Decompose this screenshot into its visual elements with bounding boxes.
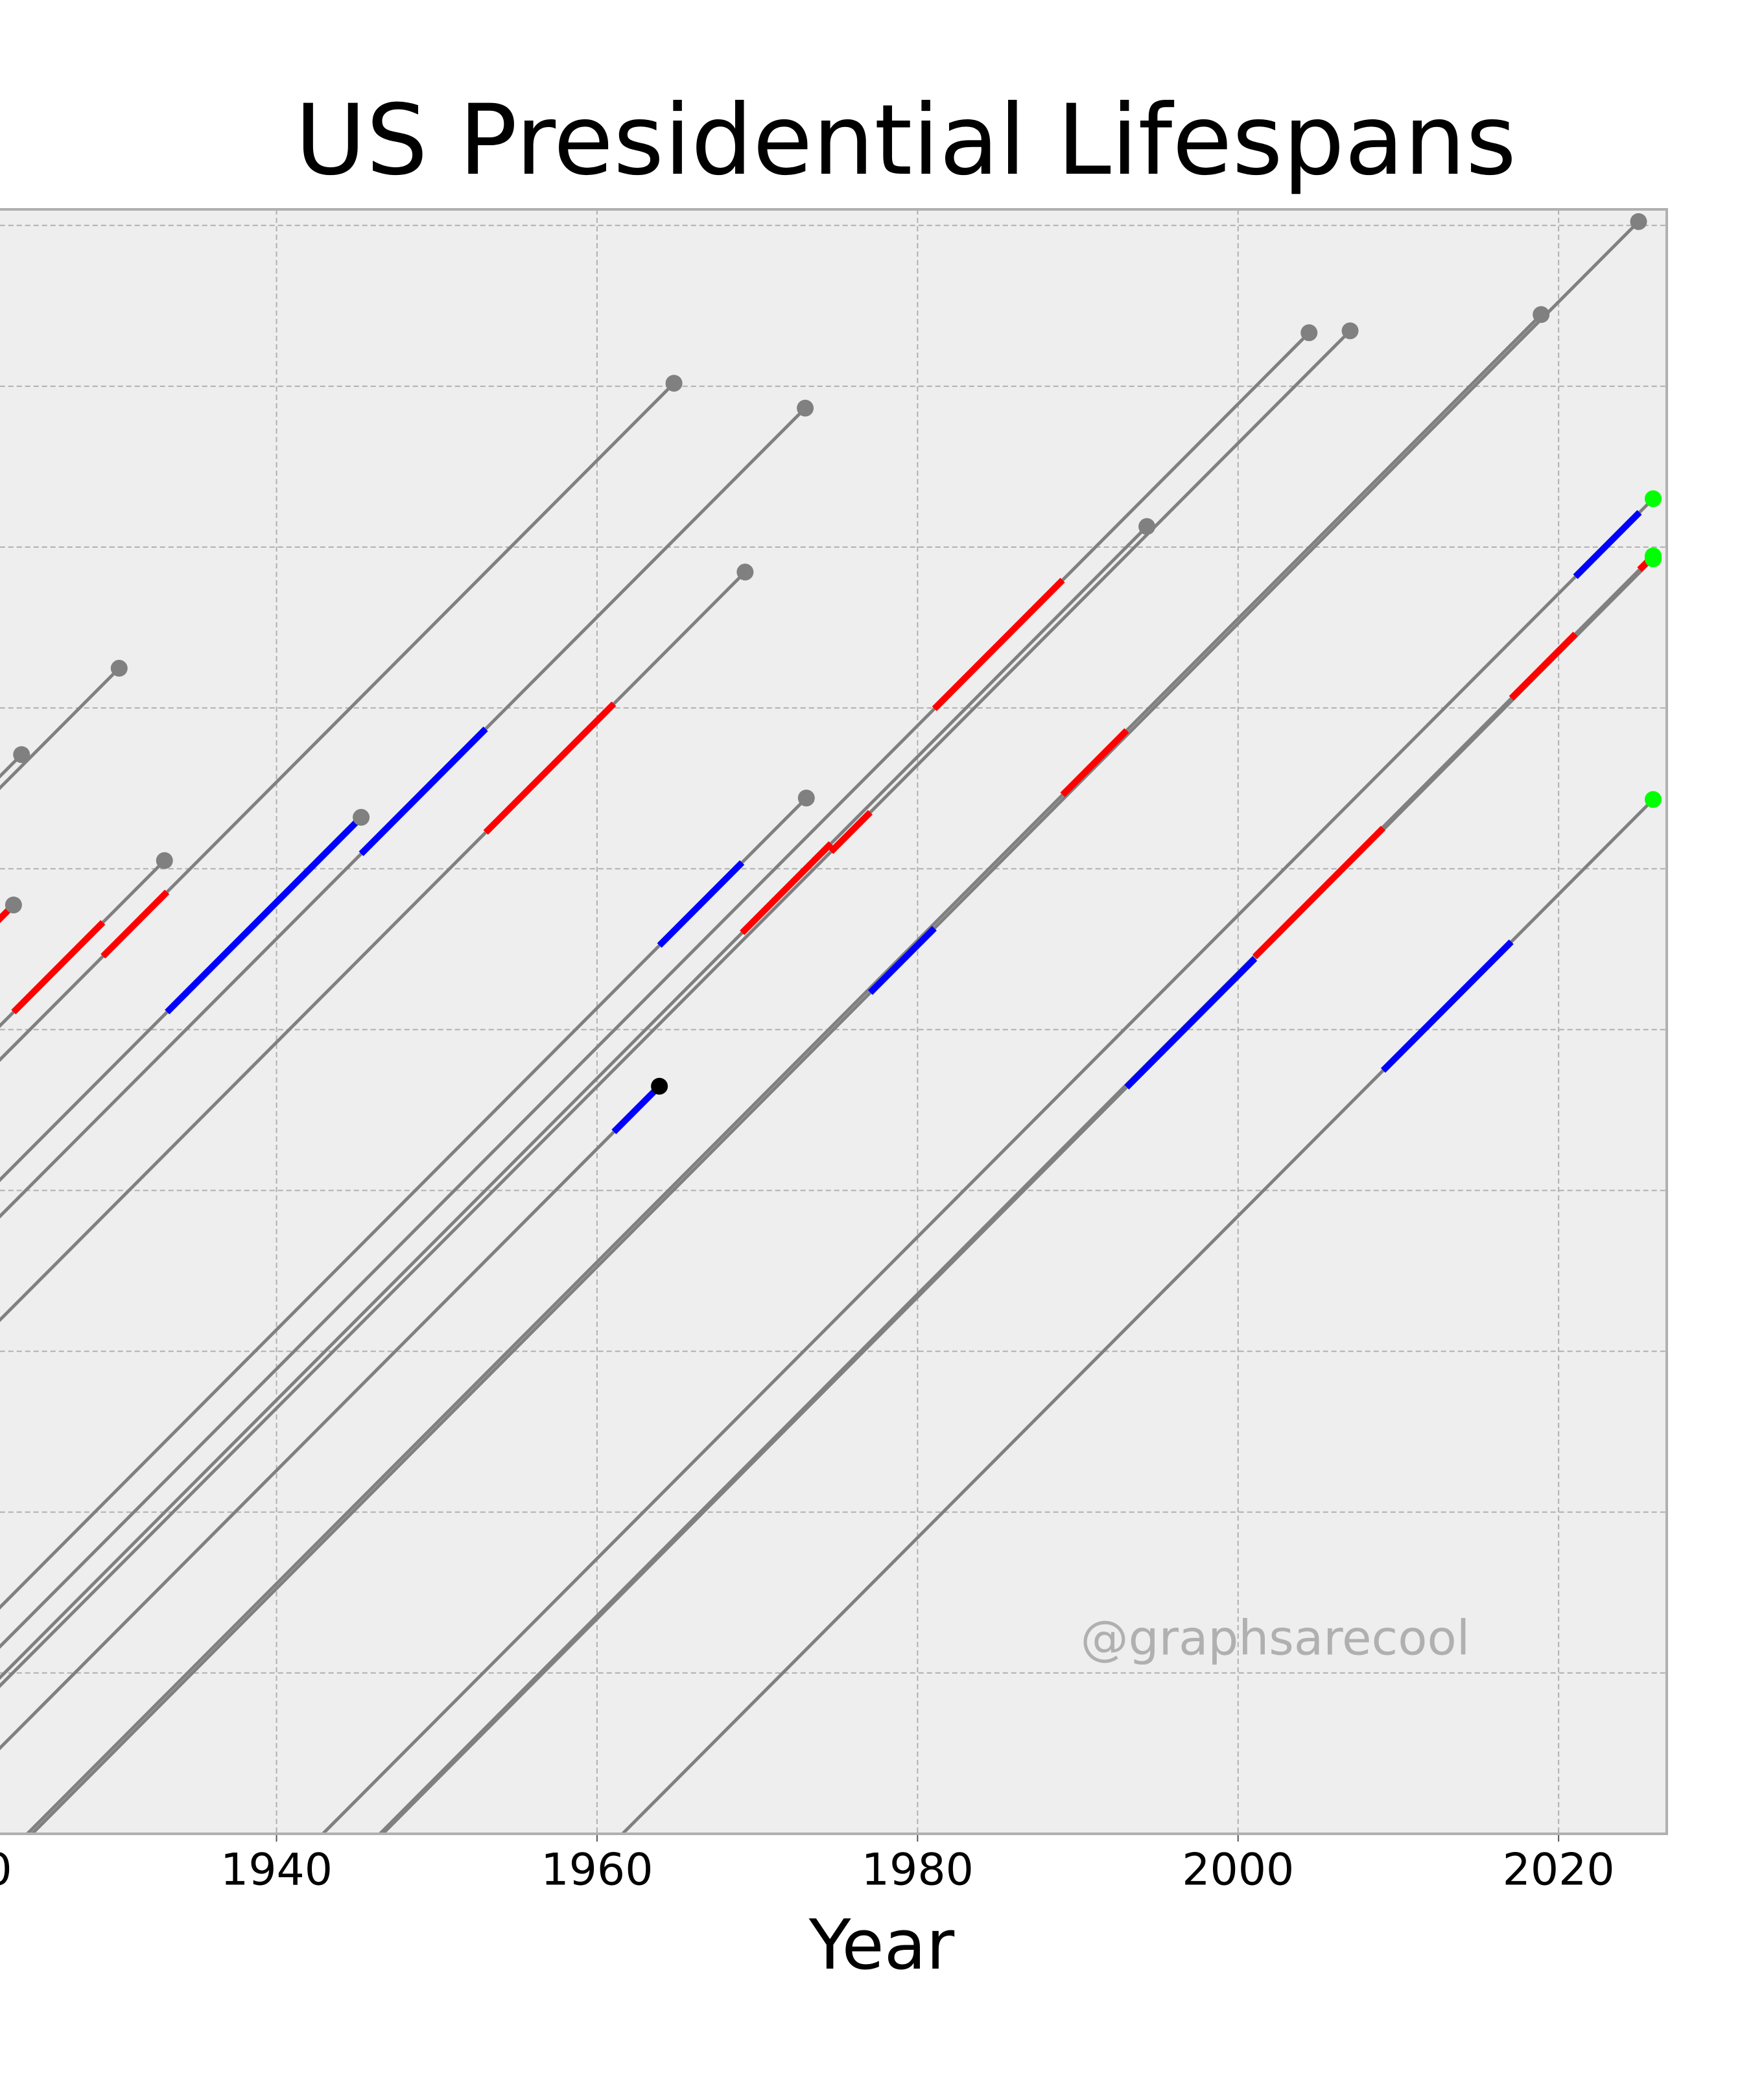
watermark: @graphsarecool	[1081, 1611, 1470, 1667]
term-segment	[11, 920, 106, 1014]
end-marker	[665, 375, 683, 392]
end-marker	[5, 896, 22, 914]
x-axis-label: Year	[808, 1905, 955, 1985]
lifespan-line	[26, 313, 1542, 1834]
end-marker	[797, 399, 814, 417]
lifespan-line	[0, 525, 1148, 1680]
lifespan-line	[0, 797, 808, 1610]
term-segment	[657, 860, 745, 948]
end-marker	[110, 659, 128, 677]
end-marker	[353, 808, 370, 826]
end-marker	[1300, 324, 1318, 342]
term-segment	[0, 902, 16, 924]
term-segment	[611, 1084, 662, 1134]
x-tick-label: 1980	[862, 1845, 974, 1896]
lifespan-line	[0, 859, 166, 1028]
term-segment	[359, 726, 488, 856]
plot-background	[0, 209, 1667, 1834]
end-marker	[156, 852, 173, 869]
term-segment	[483, 701, 617, 835]
end-marker	[1138, 518, 1156, 535]
lifespan-line	[0, 1084, 661, 1751]
lifespan-line	[0, 382, 676, 1062]
term-segment	[1060, 728, 1129, 797]
x-tick-label: 2020	[1503, 1845, 1615, 1896]
plot-frame	[0, 208, 1669, 1835]
end-marker	[1533, 306, 1550, 323]
end-marker	[1630, 213, 1647, 230]
lifespan-line	[0, 329, 1352, 1689]
x-tick-label: 1940	[220, 1845, 333, 1896]
end-marker	[1644, 547, 1662, 565]
term-segment	[1573, 509, 1642, 580]
term-segment	[1252, 825, 1385, 959]
term-segment	[165, 815, 364, 1014]
end-marker	[651, 1077, 668, 1095]
term-segment	[1380, 939, 1514, 1073]
end-marker	[13, 746, 30, 764]
x-tick-label: 1920	[0, 1845, 12, 1896]
term-segment	[932, 578, 1065, 711]
chart-title: US Presidential Lifespans	[295, 84, 1516, 197]
lifespan-line	[379, 554, 1654, 1834]
end-marker	[1644, 791, 1662, 808]
lifespan-line	[322, 497, 1654, 1834]
x-tick-label: 1960	[541, 1845, 653, 1896]
term-segment	[867, 926, 937, 995]
end-marker	[736, 563, 754, 581]
term-segment	[1509, 631, 1578, 701]
plot-area	[0, 209, 1667, 1834]
term-segment	[1124, 956, 1258, 1090]
end-marker	[1644, 490, 1662, 508]
lifespan-line	[30, 220, 1640, 1834]
term-segment	[740, 841, 834, 935]
end-marker	[1341, 322, 1359, 340]
end-marker	[797, 790, 815, 807]
lifespan-line	[0, 406, 806, 1219]
x-tick-label: 2000	[1182, 1845, 1294, 1896]
term-segment	[100, 889, 170, 959]
term-segment	[829, 810, 873, 854]
